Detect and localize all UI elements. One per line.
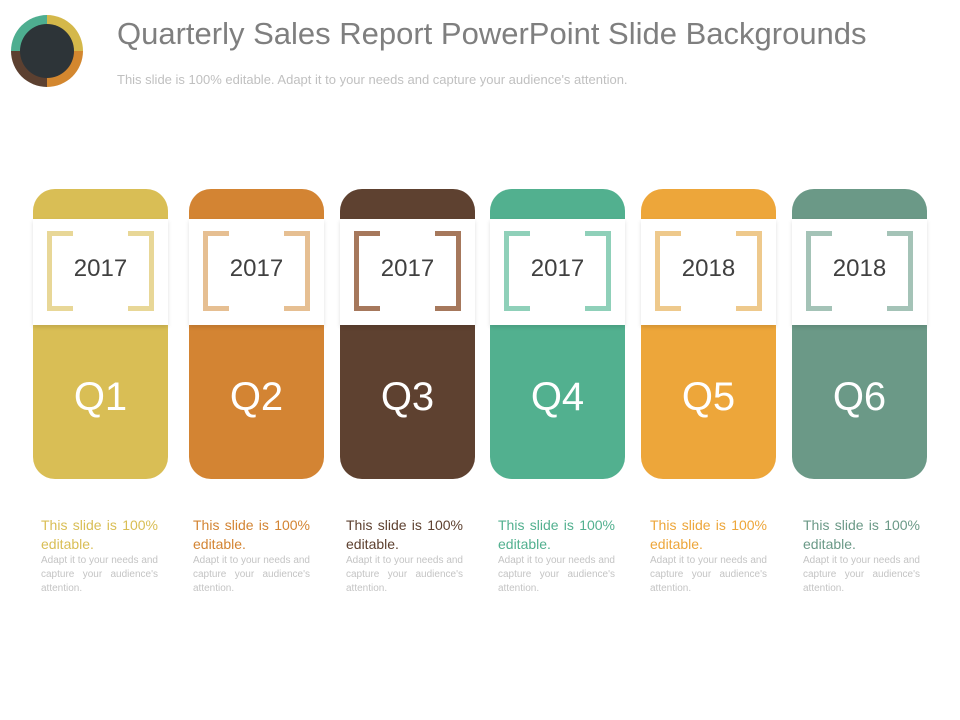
left-bracket-icon	[47, 231, 73, 311]
year-label: 2018	[681, 255, 736, 282]
ring-logo-icon	[10, 14, 84, 88]
description-lead: This slide is 100% editable.	[803, 517, 920, 552]
right-bracket-icon	[435, 231, 461, 311]
quarter-label: Q4	[530, 375, 585, 419]
quarter-label: Q6	[832, 375, 887, 419]
quarter-description-q5: This slide is 100% editable. Adapt it to…	[650, 516, 767, 596]
left-bracket-icon	[504, 231, 530, 311]
right-bracket-icon	[887, 231, 913, 311]
year-box-q6: 2018	[792, 219, 927, 325]
description-body: Adapt it to your needs and capture your …	[498, 555, 615, 594]
description-lead: This slide is 100% editable.	[498, 517, 615, 552]
year-box-q1: 2017	[33, 219, 168, 325]
year-box-q3: 2017	[340, 219, 475, 325]
year-label: 2017	[380, 255, 435, 282]
right-bracket-icon	[736, 231, 762, 311]
description-lead: This slide is 100% editable.	[346, 517, 463, 552]
right-bracket-icon	[284, 231, 310, 311]
quarter-description-q6: This slide is 100% editable. Adapt it to…	[803, 516, 920, 596]
year-box-q4: 2017	[490, 219, 625, 325]
left-bracket-icon	[806, 231, 832, 311]
description-body: Adapt it to your needs and capture your …	[650, 555, 767, 594]
quarter-description-q3: This slide is 100% editable. Adapt it to…	[346, 516, 463, 596]
year-box-q2: 2017	[189, 219, 324, 325]
page-subtitle: This slide is 100% editable. Adapt it to…	[117, 72, 628, 87]
year-label: 2018	[832, 255, 887, 282]
description-lead: This slide is 100% editable.	[650, 517, 767, 552]
quarter-label: Q5	[681, 375, 736, 419]
page-title: Quarterly Sales Report PowerPoint Slide …	[117, 16, 867, 51]
description-body: Adapt it to your needs and capture your …	[346, 555, 463, 594]
year-label: 2017	[530, 255, 585, 282]
description-body: Adapt it to your needs and capture your …	[803, 555, 920, 594]
description-body: Adapt it to your needs and capture your …	[41, 555, 158, 594]
year-label: 2017	[229, 255, 284, 282]
left-bracket-icon	[655, 231, 681, 311]
right-bracket-icon	[585, 231, 611, 311]
description-lead: This slide is 100% editable.	[193, 517, 310, 552]
year-box-q5: 2018	[641, 219, 776, 325]
quarter-label: Q1	[73, 375, 128, 419]
description-body: Adapt it to your needs and capture your …	[193, 555, 310, 594]
quarter-description-q4: This slide is 100% editable. Adapt it to…	[498, 516, 615, 596]
right-bracket-icon	[128, 231, 154, 311]
quarter-label: Q3	[380, 375, 435, 419]
year-label: 2017	[73, 255, 128, 282]
quarter-description-q2: This slide is 100% editable. Adapt it to…	[193, 516, 310, 596]
description-lead: This slide is 100% editable.	[41, 517, 158, 552]
quarter-label: Q2	[229, 375, 284, 419]
quarter-description-q1: This slide is 100% editable. Adapt it to…	[41, 516, 158, 596]
left-bracket-icon	[354, 231, 380, 311]
left-bracket-icon	[203, 231, 229, 311]
